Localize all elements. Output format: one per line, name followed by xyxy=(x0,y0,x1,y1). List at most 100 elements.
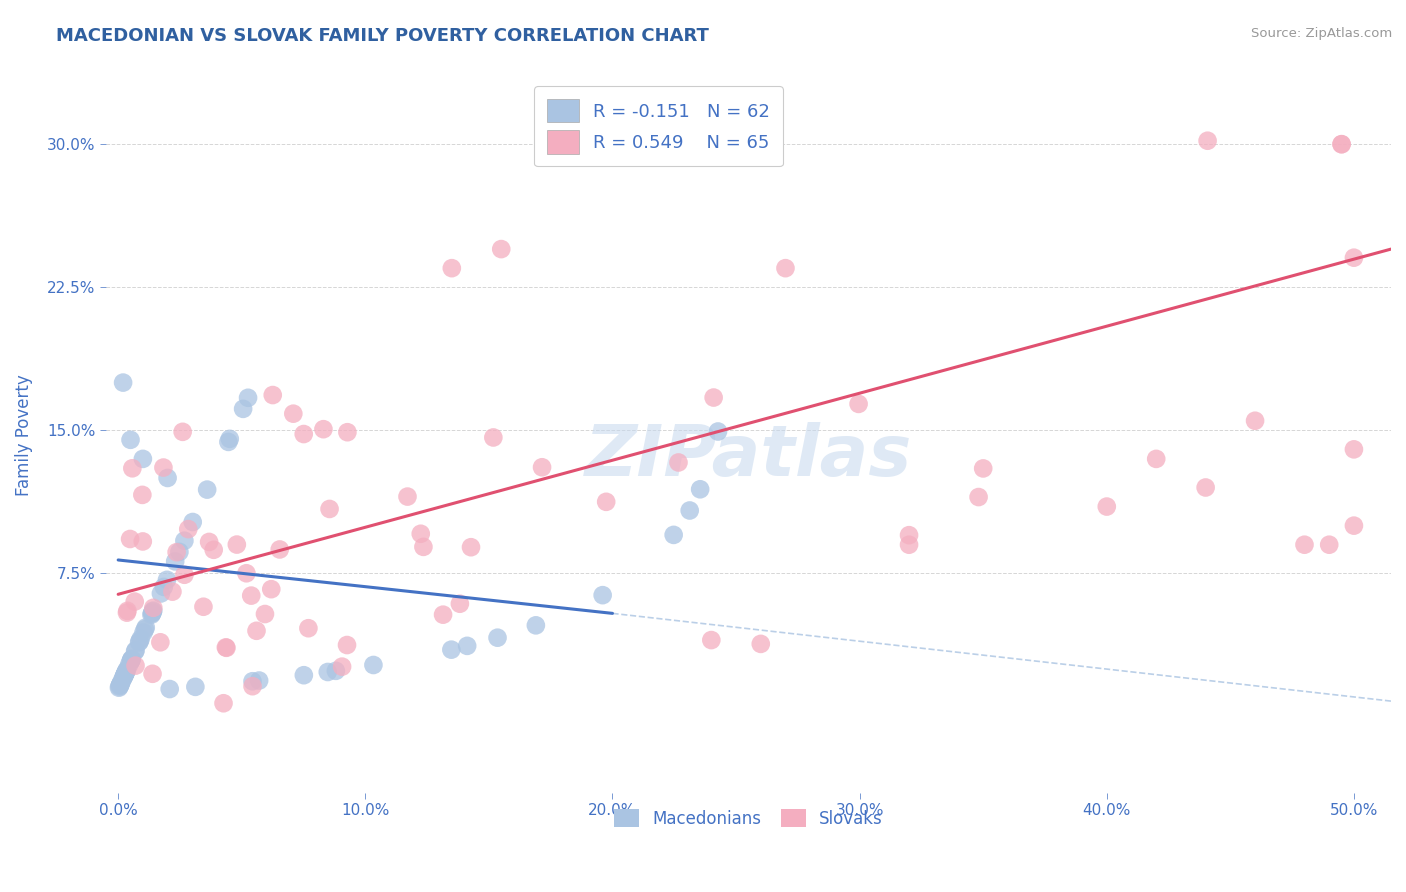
Point xyxy=(1197,134,1219,148)
Point xyxy=(449,597,471,611)
Point xyxy=(156,471,179,485)
Point xyxy=(316,665,339,679)
Point xyxy=(531,460,554,475)
Y-axis label: Family Poverty: Family Poverty xyxy=(15,374,32,496)
Point xyxy=(848,397,870,411)
Point xyxy=(156,573,179,587)
Point xyxy=(232,401,254,416)
Point xyxy=(247,673,270,688)
Point xyxy=(486,631,509,645)
Point xyxy=(111,672,134,686)
Point xyxy=(1343,251,1365,265)
Point xyxy=(749,637,772,651)
Point xyxy=(967,490,990,504)
Point xyxy=(153,580,176,594)
Point xyxy=(1095,500,1118,514)
Point xyxy=(1244,414,1267,428)
Point xyxy=(121,652,143,666)
Point xyxy=(440,261,463,276)
Point xyxy=(318,502,340,516)
Point xyxy=(115,606,138,620)
Point xyxy=(195,483,218,497)
Point xyxy=(149,586,172,600)
Point xyxy=(689,483,711,497)
Point xyxy=(1343,442,1365,457)
Point xyxy=(662,528,685,542)
Point xyxy=(1144,451,1167,466)
Point xyxy=(595,495,617,509)
Point xyxy=(135,620,157,634)
Point xyxy=(115,663,138,677)
Point xyxy=(236,391,259,405)
Point xyxy=(972,461,994,475)
Point xyxy=(112,376,135,390)
Point xyxy=(898,528,921,542)
Point xyxy=(700,633,723,648)
Point xyxy=(253,607,276,621)
Point xyxy=(120,654,142,668)
Point xyxy=(703,391,725,405)
Point xyxy=(149,635,172,649)
Point xyxy=(141,666,163,681)
Point xyxy=(1343,518,1365,533)
Point xyxy=(165,554,187,568)
Point xyxy=(141,607,163,622)
Point xyxy=(124,643,146,657)
Point xyxy=(460,540,482,554)
Point xyxy=(283,407,305,421)
Point xyxy=(114,668,136,682)
Point xyxy=(108,678,131,692)
Point xyxy=(129,632,152,646)
Point xyxy=(128,634,150,648)
Point xyxy=(124,594,146,608)
Point xyxy=(142,605,165,619)
Point xyxy=(312,422,335,436)
Point xyxy=(181,515,204,529)
Point xyxy=(198,535,221,549)
Point xyxy=(132,625,155,640)
Point xyxy=(456,639,478,653)
Point xyxy=(432,607,454,622)
Point xyxy=(1330,137,1353,152)
Point xyxy=(524,618,547,632)
Point xyxy=(1294,538,1316,552)
Point xyxy=(142,604,165,618)
Point xyxy=(775,261,797,276)
Point xyxy=(141,606,163,620)
Point xyxy=(114,668,136,682)
Point xyxy=(668,455,690,469)
Point xyxy=(1330,137,1353,152)
Point xyxy=(118,657,141,672)
Point xyxy=(184,680,207,694)
Point xyxy=(162,584,184,599)
Point xyxy=(108,680,131,694)
Point xyxy=(128,635,150,649)
Point xyxy=(110,677,132,691)
Point xyxy=(131,488,153,502)
Point xyxy=(292,427,315,442)
Point xyxy=(242,679,264,693)
Point xyxy=(898,538,921,552)
Point xyxy=(177,522,200,536)
Point xyxy=(114,665,136,680)
Point xyxy=(396,490,419,504)
Point xyxy=(1194,481,1216,495)
Point xyxy=(218,432,240,446)
Point xyxy=(141,607,163,621)
Point xyxy=(409,526,432,541)
Point xyxy=(120,532,142,546)
Point xyxy=(212,696,235,710)
Point xyxy=(193,599,215,614)
Point xyxy=(115,664,138,678)
Point xyxy=(132,534,155,549)
Point xyxy=(111,673,134,688)
Point xyxy=(330,659,353,673)
Text: MACEDONIAN VS SLOVAK FAMILY POVERTY CORRELATION CHART: MACEDONIAN VS SLOVAK FAMILY POVERTY CORR… xyxy=(56,27,709,45)
Point xyxy=(166,545,188,559)
Point xyxy=(120,433,142,447)
Point xyxy=(240,589,263,603)
Point xyxy=(242,674,264,689)
Point xyxy=(215,640,238,655)
Point xyxy=(120,654,142,668)
Point xyxy=(124,658,146,673)
